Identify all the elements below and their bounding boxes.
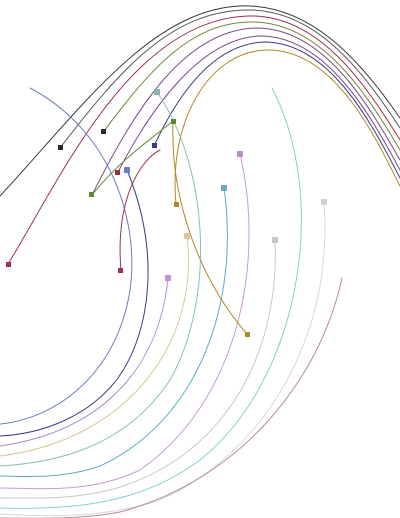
arc-black-1	[0, 5, 400, 197]
arc-purple	[91, 27, 400, 196]
spiral-seagreen	[0, 91, 202, 467]
marker-tan	[184, 233, 190, 239]
arc-darkpurple	[117, 35, 400, 173]
marker-lightgray	[321, 199, 327, 205]
spiral-lavender	[0, 277, 169, 447]
arch-bundle	[0, 5, 400, 265]
marker-red-mid	[118, 268, 123, 273]
marker-lilac	[237, 151, 243, 157]
marker-olive-low	[89, 192, 94, 197]
arc-gold	[174, 49, 400, 205]
arc-crimson	[7, 15, 400, 265]
marker-crimson	[115, 170, 120, 175]
marker-red-left	[6, 262, 11, 267]
marker-silver	[272, 237, 278, 243]
spiral-teal	[0, 187, 228, 478]
spiral-indigo	[0, 169, 149, 437]
spiral-tan	[0, 235, 189, 457]
marker-olive-high	[171, 119, 176, 124]
spiral-red	[119, 149, 161, 272]
marker-layer	[6, 89, 327, 337]
marker-blue	[124, 167, 130, 173]
marker-gold-low	[245, 332, 250, 337]
marker-seagreen	[154, 89, 160, 95]
spiral-gold-hook	[172, 120, 248, 335]
arc-indigo	[153, 41, 400, 179]
arc-olive	[103, 21, 400, 151]
marker-lavender	[165, 275, 171, 281]
marker-black-a	[58, 145, 63, 150]
spiral-bundle	[0, 87, 343, 518]
marker-black-b	[101, 129, 106, 134]
marker-teal	[221, 185, 227, 191]
spiral-silver	[0, 239, 276, 499]
arc-black-2	[59, 9, 400, 149]
spiral-aqua	[0, 87, 302, 509]
marker-gold-mid	[174, 202, 179, 207]
spiral-lilac	[0, 153, 250, 490]
spiral-blue	[0, 87, 133, 425]
marker-indigo	[152, 143, 157, 148]
spiral-olive-tail	[91, 120, 174, 196]
spiral-mauve	[0, 277, 343, 518]
